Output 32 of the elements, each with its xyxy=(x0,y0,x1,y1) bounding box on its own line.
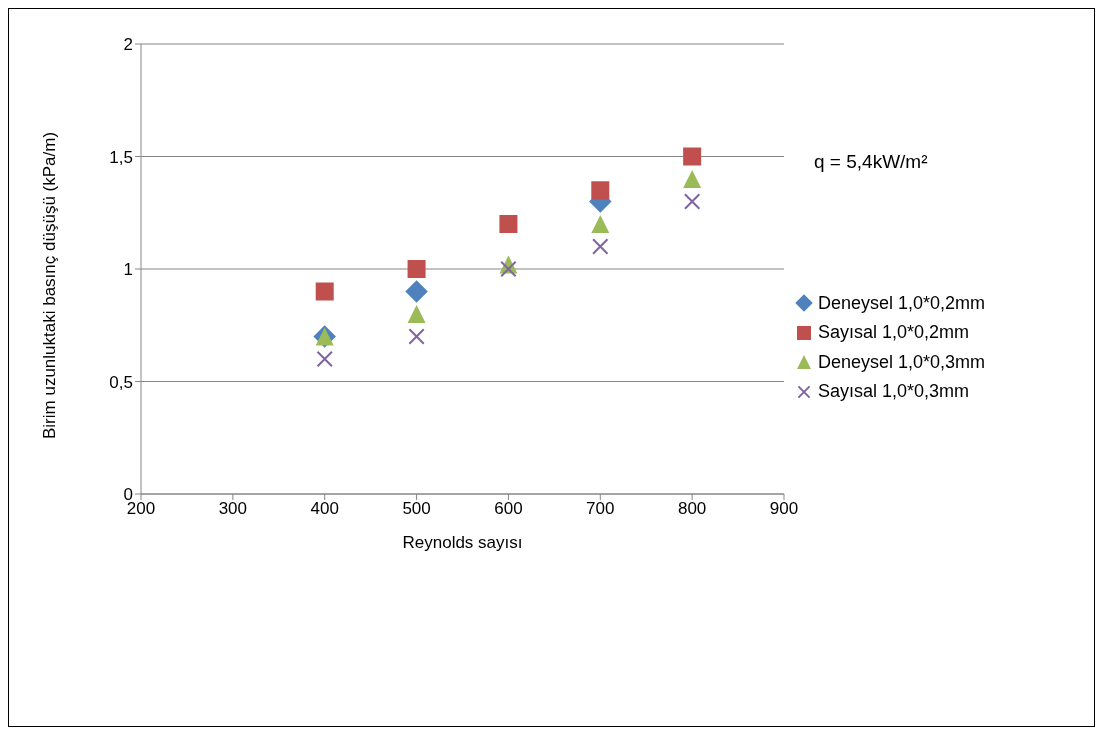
x-axis-title: Reynolds sayısı xyxy=(402,533,523,552)
legend-label: Sayısal 1,0*0,3mm xyxy=(818,381,970,402)
x-tick-label: 800 xyxy=(677,499,707,519)
x-tick-label: 400 xyxy=(310,499,339,519)
point xyxy=(683,147,702,166)
x-tick-label: 900 xyxy=(769,499,799,519)
y-tick-label: 1 xyxy=(123,260,133,280)
point xyxy=(407,305,426,323)
point xyxy=(315,282,334,301)
x-tick-label: 500 xyxy=(402,499,431,519)
point xyxy=(407,260,426,278)
point xyxy=(499,215,518,233)
point xyxy=(683,193,701,210)
x-tick-label: 300 xyxy=(218,499,248,519)
x-tick-label: 700 xyxy=(586,499,615,519)
point xyxy=(408,328,425,345)
point xyxy=(592,238,609,255)
point xyxy=(500,260,517,278)
y-tick-label: 1,5 xyxy=(109,147,133,167)
point xyxy=(591,181,610,200)
point xyxy=(683,170,702,188)
y-tick-label: 0,5 xyxy=(109,372,133,392)
text: q = 5,4kW/m² xyxy=(814,151,928,173)
legend-label: Deneysel 1,0*0,2mm xyxy=(818,292,986,314)
point xyxy=(591,215,610,233)
legend-label: Deneysel 1,0*0,3mm xyxy=(818,351,986,373)
point xyxy=(405,280,428,303)
legend-label: Sayısal 1,0*0,2mm xyxy=(818,322,970,343)
x-tick-label: 600 xyxy=(494,499,523,519)
y-tick-label: 2 xyxy=(123,35,133,55)
y-axis-title: Birim uzunluktaki basınç düşüşü (kPa/m) xyxy=(40,131,60,439)
point xyxy=(316,350,333,368)
